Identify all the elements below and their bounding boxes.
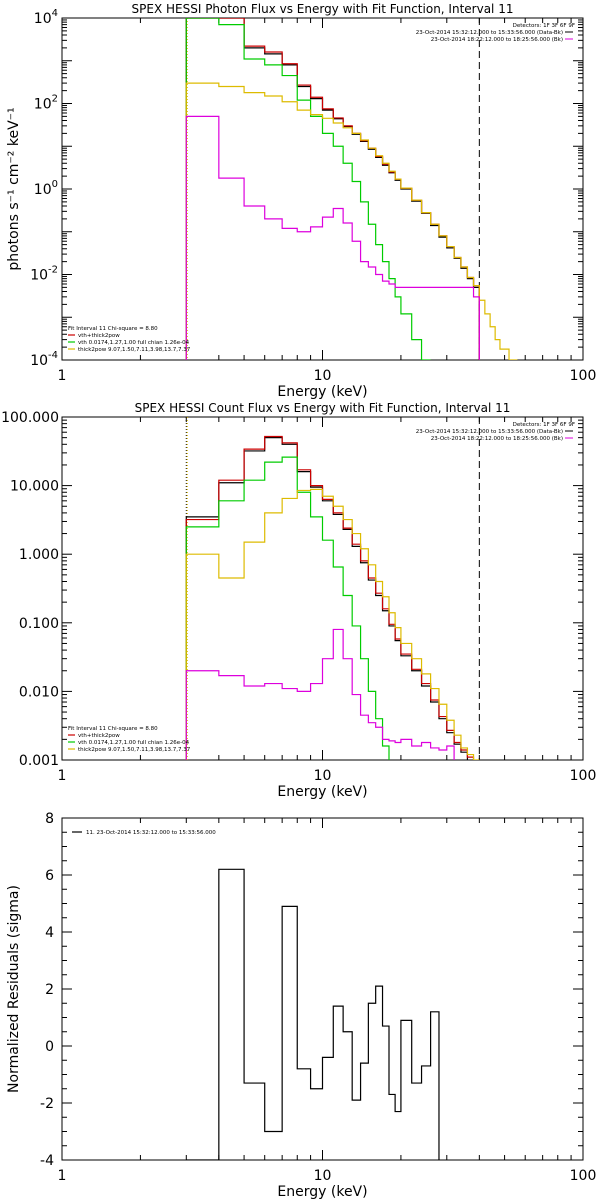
x-tick-label: 10 (314, 768, 332, 784)
x-tick-label: 1 (58, 1168, 67, 1184)
series-line-3 (185, 456, 390, 760)
series-line-5 (185, 628, 455, 760)
y-axis-label: photons s⁻¹ cm⁻² keV⁻¹ (6, 107, 22, 270)
y-axis-label: Normalized Residuals (sigma) (6, 885, 22, 1093)
series-group (185, 18, 518, 360)
plot-frame (61, 416, 584, 761)
chart-title: SPEX HESSI Photon Flux vs Energy with Fi… (132, 2, 514, 16)
y-tick-label: 6 (45, 868, 54, 884)
x-axis-label: Energy (keV) (277, 384, 367, 400)
panel-2: 1 10 100 0.001 0.010 0.100 1.000 10.000 100.000 S… (1, 401, 596, 800)
series-group (186, 868, 440, 1160)
series-line-2 (185, 18, 480, 360)
header-line-2: 23-Oct-2014 15:32:12.000 to 15:33:56.000… (416, 30, 563, 36)
y-tick-label: -4 (40, 1153, 54, 1169)
y-tick-label: 0 (45, 1039, 54, 1055)
legend-label: vth 0.0174,1.27,1.00 full chian 1.26e-04 (78, 740, 190, 746)
y-tick-label: 104 (34, 8, 58, 27)
x-tick-label: 100 (570, 1168, 597, 1184)
panel-1: 1 10 100 10-4 10-2 100 102 104 SPEX HESSI Photon… (6, 2, 596, 400)
series-line-1 (185, 18, 480, 360)
y-tick-label: 10-2 (30, 265, 58, 284)
header-line-3: 23-Oct-2014 18:22:12.000 to 18:25:56.000… (431, 436, 563, 442)
y-tick-label: -2 (40, 1096, 54, 1112)
y-tick-label: 10-4 (30, 350, 58, 369)
series-line-3 (185, 18, 431, 360)
chart-title: SPEX HESSI Count Flux vs Energy with Fit… (135, 401, 511, 415)
panel-3: 1 10 100 -4 -2 0 2 4 6 8 Energy (keV) Normalized Re… (6, 811, 596, 1200)
y-tick-label: 1.000 (19, 547, 59, 563)
series-line-1 (186, 868, 440, 1160)
series-line-2 (185, 435, 475, 760)
plot-frame (61, 17, 584, 361)
legend-title: Fit Interval 11 Chi-square = 8.80 (68, 726, 158, 732)
legend-label: 11. 23-Oct-2014 15:32:12.000 to 15:33:56… (86, 830, 216, 836)
legend-label: vth+thick2pow (78, 333, 120, 339)
legend-title: Fit Interval 11 Chi-square = 8.80 (68, 326, 158, 332)
x-tick-label: 10 (314, 1168, 332, 1184)
x-tick-label: 1 (58, 368, 67, 384)
legend-label: vth 0.0174,1.27,1.00 full chian 1.26e-04 (78, 340, 190, 346)
legend-label: vth+thick2pow (78, 733, 120, 739)
y-tick-label: 0.100 (19, 616, 59, 632)
x-tick-label: 100 (570, 368, 597, 384)
plot-frame (61, 817, 584, 1161)
series-line-4 (185, 82, 518, 360)
y-tick-label: 100.000 (1, 410, 59, 426)
x-axis-label: Energy (keV) (277, 784, 367, 800)
series-line-5 (185, 115, 480, 360)
header-line-1: Detectors: 1F 3F 6F 9F (513, 422, 575, 428)
y-tick-label: 2 (45, 982, 54, 998)
header-line-1: Detectors: 1F 3F 6F 9F (513, 23, 575, 29)
y-tick-label: 0.010 (19, 684, 59, 700)
y-tick-label: 0.001 (19, 753, 59, 769)
y-tick-label: 100 (34, 179, 58, 198)
y-tick-label: 10.000 (10, 479, 59, 495)
legend-label: thick2pow 9.07,1.50,7.11,3.98,13.7,7.37 (78, 347, 191, 353)
y-tick-label: 8 (45, 811, 54, 827)
x-axis-label: Energy (keV) (277, 1184, 367, 1200)
header-line-3: 23-Oct-2014 18:22:12.000 to 18:25:56.000… (431, 37, 563, 43)
y-tick-label: 4 (45, 925, 54, 941)
series-line-1 (185, 437, 469, 760)
y-tick-label: 102 (34, 94, 58, 113)
x-tick-label: 100 (570, 768, 597, 784)
header-line-2: 23-Oct-2014 15:32:12.000 to 15:33:56.000… (416, 429, 563, 435)
x-tick-label: 1 (58, 768, 67, 784)
legend-label: thick2pow 9.07,1.50,7.11,3.98,13.7,7.37 (78, 747, 191, 753)
series-line-4 (185, 488, 480, 760)
x-tick-label: 10 (314, 368, 332, 384)
series-group (185, 435, 480, 760)
